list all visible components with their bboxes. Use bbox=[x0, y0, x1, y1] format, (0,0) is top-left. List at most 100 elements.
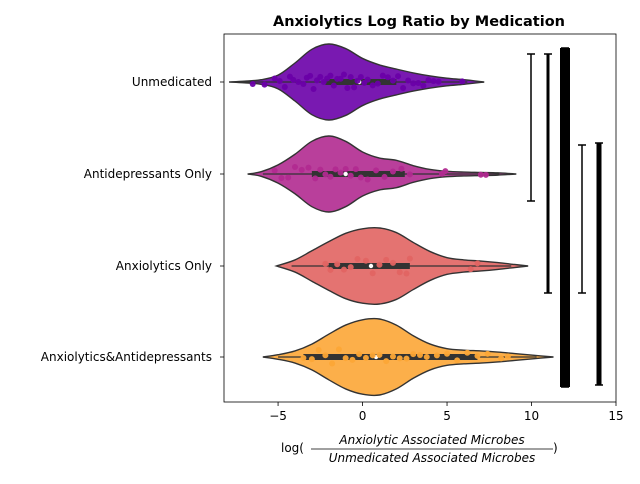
violin-group-antidepressants-only bbox=[247, 135, 517, 213]
data-point-unmedicated-33 bbox=[395, 73, 402, 80]
data-point-anxiolytics-only-7 bbox=[369, 270, 376, 277]
data-point-unmedicated-3 bbox=[276, 77, 283, 84]
violins-layer bbox=[229, 43, 554, 397]
data-point-unmedicated-35 bbox=[405, 77, 412, 84]
x-axis: −5 0 5 10 15 bbox=[269, 402, 624, 423]
data-point-antidepressants-only-21 bbox=[406, 171, 413, 178]
data-point-anxiolytics-antidepressants-25 bbox=[498, 355, 505, 362]
data-point-unmedicated-29 bbox=[374, 80, 381, 87]
data-point-anxiolytics-only-8 bbox=[376, 261, 383, 268]
data-point-anxiolytics-only-3 bbox=[340, 266, 347, 273]
data-point-anxiolytics-antidepressants-0 bbox=[300, 355, 307, 362]
data-point-unmedicated-23 bbox=[351, 84, 358, 91]
data-point-unmedicated-19 bbox=[337, 75, 344, 82]
y-tick-label-antidepressants-only: Antidepressants Only bbox=[84, 167, 212, 181]
x-axis-label: log( Anxiolytic Associated Microbes Unme… bbox=[281, 433, 558, 465]
data-point-antidepressants-only-4 bbox=[298, 166, 305, 173]
data-point-anxiolytics-antidepressants-5 bbox=[335, 346, 342, 353]
x-tick-label-15: 15 bbox=[608, 409, 623, 423]
x-tick-label-10: 10 bbox=[524, 409, 539, 423]
data-point-unmedicated-37 bbox=[415, 79, 422, 86]
x-axis-label-numerator: Anxiolytic Associated Microbes bbox=[338, 433, 524, 447]
data-point-unmedicated-11 bbox=[310, 85, 317, 92]
data-point-antidepressants-only-20 bbox=[398, 165, 405, 172]
data-point-unmedicated-10 bbox=[307, 72, 314, 79]
violin-median-antidepressants-only bbox=[343, 171, 348, 177]
x-axis-label-prefix: log( bbox=[281, 441, 304, 455]
data-point-anxiolytics-only-12 bbox=[403, 270, 410, 277]
data-point-antidepressants-only-24 bbox=[477, 171, 484, 178]
data-point-unmedicated-42 bbox=[459, 78, 466, 85]
data-point-unmedicated-7 bbox=[295, 79, 302, 86]
chart-title: Anxiolytics Log Ratio by Medication bbox=[273, 14, 565, 30]
data-point-unmedicated-20 bbox=[340, 71, 347, 78]
data-point-anxiolytics-antidepressants-8 bbox=[356, 351, 363, 358]
data-point-antidepressants-only-25 bbox=[482, 171, 489, 178]
data-point-anxiolytics-antidepressants-2 bbox=[315, 346, 322, 353]
data-point-unmedicated-41 bbox=[435, 78, 442, 85]
data-point-anxiolytics-only-2 bbox=[334, 261, 341, 268]
data-point-anxiolytics-only-6 bbox=[362, 257, 369, 264]
data-point-unmedicated-31 bbox=[384, 74, 391, 81]
data-point-unmedicated-6 bbox=[290, 76, 297, 83]
data-point-antidepressants-only-23 bbox=[442, 168, 449, 175]
y-axis: Unmedicated Antidepressants Only Anxiolyti… bbox=[41, 75, 224, 364]
data-point-unmedicated-0 bbox=[249, 80, 256, 87]
data-point-anxiolytics-antidepressants-24 bbox=[484, 350, 491, 357]
data-point-anxiolytics-antidepressants-1 bbox=[308, 356, 315, 363]
data-point-unmedicated-22 bbox=[347, 74, 354, 81]
data-point-antidepressants-only-13 bbox=[347, 172, 354, 179]
y-tick-label-anxiolytics-antidepressants: Anxiolytics&Antidepressants bbox=[41, 350, 212, 364]
x-axis-label-suffix: ) bbox=[553, 441, 558, 455]
data-point-anxiolytics-antidepressants-3 bbox=[322, 352, 329, 359]
x-tick-label--5: −5 bbox=[269, 409, 287, 423]
data-point-anxiolytics-antidepressants-19 bbox=[433, 352, 440, 359]
data-point-unmedicated-36 bbox=[410, 80, 417, 87]
data-point-anxiolytics-antidepressants-17 bbox=[417, 352, 423, 359]
data-point-unmedicated-13 bbox=[317, 73, 324, 80]
data-point-antidepressants-only-18 bbox=[381, 173, 388, 180]
y-tick-label-anxiolytics-only: Anxiolytics Only bbox=[116, 259, 212, 273]
data-point-antidepressants-only-6 bbox=[312, 175, 319, 182]
data-point-unmedicated-27 bbox=[364, 76, 371, 83]
data-point-anxiolytics-only-5 bbox=[354, 255, 361, 262]
data-point-unmedicated-38 bbox=[420, 82, 427, 89]
x-tick-label-5: 5 bbox=[443, 409, 451, 423]
data-point-antidepressants-only-12 bbox=[342, 165, 349, 172]
data-point-antidepressants-only-0 bbox=[271, 167, 278, 174]
data-point-anxiolytics-only-0 bbox=[322, 260, 329, 267]
data-point-anxiolytics-antidepressants-15 bbox=[403, 355, 410, 362]
data-point-antidepressants-only-2 bbox=[285, 174, 292, 181]
data-point-anxiolytics-antidepressants-16 bbox=[410, 351, 417, 358]
data-point-antidepressants-only-17 bbox=[373, 167, 380, 174]
data-point-anxiolytics-antidepressants-9 bbox=[362, 354, 369, 361]
data-point-anxiolytics-antidepressants-6 bbox=[342, 355, 349, 362]
data-point-anxiolytics-only-15 bbox=[474, 260, 481, 267]
data-point-anxiolytics-only-13 bbox=[406, 255, 413, 262]
data-point-anxiolytics-only-14 bbox=[467, 266, 474, 273]
data-point-anxiolytics-only-9 bbox=[383, 256, 390, 263]
violin-median-anxiolytics-only bbox=[368, 263, 374, 269]
data-point-anxiolytics-antidepressants-11 bbox=[376, 351, 383, 358]
data-point-unmedicated-21 bbox=[344, 85, 351, 92]
data-point-anxiolytics-antidepressants-4 bbox=[329, 360, 336, 367]
data-point-unmedicated-32 bbox=[389, 77, 396, 84]
data-point-antidepressants-only-10 bbox=[332, 166, 339, 173]
violin-group-unmedicated bbox=[229, 43, 485, 121]
data-point-anxiolytics-antidepressants-7 bbox=[349, 356, 356, 363]
data-point-antidepressants-only-7 bbox=[317, 166, 324, 173]
violin-iqr-box-antidepressants-only bbox=[311, 171, 405, 177]
data-point-anxiolytics-antidepressants-20 bbox=[444, 350, 451, 357]
data-point-unmedicated-28 bbox=[369, 82, 376, 89]
data-point-antidepressants-only-3 bbox=[291, 163, 298, 170]
data-point-anxiolytics-antidepressants-18 bbox=[423, 353, 430, 360]
data-point-anxiolytics-antidepressants-26 bbox=[504, 353, 511, 360]
x-axis-label-denominator: Unmedicated Associated Microbes bbox=[329, 451, 536, 465]
data-point-anxiolytics-antidepressants-12 bbox=[383, 358, 390, 365]
data-point-anxiolytics-antidepressants-10 bbox=[369, 352, 376, 359]
data-point-anxiolytics-antidepressants-21 bbox=[454, 357, 461, 364]
data-point-anxiolytics-antidepressants-13 bbox=[389, 353, 396, 360]
data-point-antidepressants-only-15 bbox=[357, 174, 364, 181]
